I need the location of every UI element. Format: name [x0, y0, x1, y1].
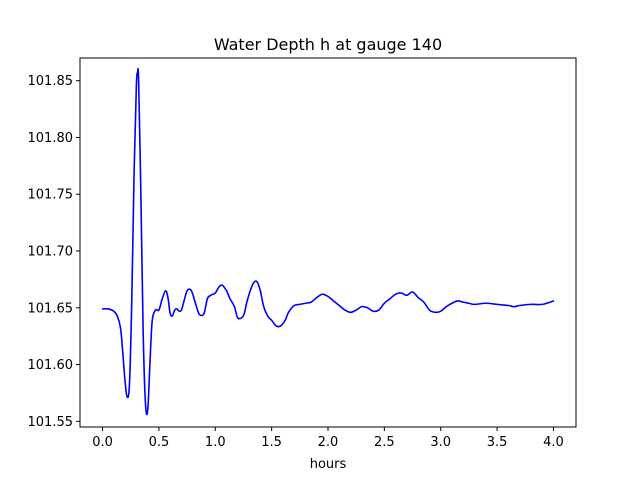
x-tick-label: 2.0: [318, 435, 339, 450]
plot-area: [101, 67, 555, 416]
y-tick-label: 101.85: [28, 74, 74, 89]
x-tick-label: 1.5: [261, 435, 282, 450]
x-axis-label: hours: [310, 457, 347, 472]
series-line-0: [101, 67, 555, 416]
y-tick-label: 101.75: [28, 188, 74, 203]
x-tick-label: 0.0: [92, 435, 113, 450]
y-tick-label: 101.80: [28, 131, 74, 146]
y-tick-label: 101.70: [28, 245, 74, 260]
y-tick-label: 101.55: [28, 415, 74, 430]
x-tick-label: 0.5: [149, 435, 170, 450]
x-tick-label: 4.0: [543, 435, 564, 450]
x-axis-ticks: 0.0 0.5 1.0 1.5 2.0 2.5 3.0 3.5 4.0: [92, 427, 564, 450]
chart-title: Water Depth h at gauge 140: [214, 35, 442, 54]
x-tick-label: 3.0: [430, 435, 451, 450]
x-tick-label: 1.0: [205, 435, 226, 450]
axes-frame: [79, 57, 577, 428]
y-tick-label: 101.65: [28, 301, 74, 316]
y-tick-label: 101.60: [28, 358, 74, 373]
x-tick-label: 3.5: [487, 435, 508, 450]
x-tick-label: 2.5: [374, 435, 395, 450]
y-axis-ticks: 101.55 101.60 101.65 101.70 101.75 101.80 101.…: [28, 74, 80, 430]
